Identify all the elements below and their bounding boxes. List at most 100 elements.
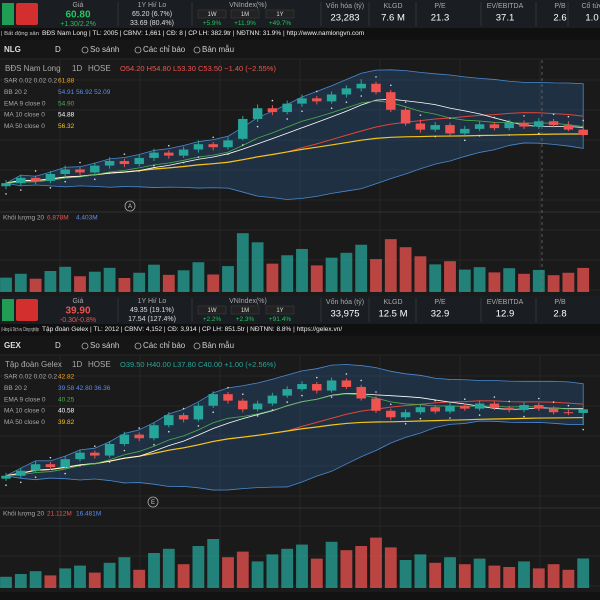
- sar-dot: [168, 430, 170, 433]
- candle-body: [193, 144, 204, 150]
- candle-body: [460, 128, 470, 134]
- sar-dot: [478, 414, 481, 416]
- candle-body: [474, 403, 485, 409]
- sar-dot: [404, 101, 407, 103]
- sar-dot: [567, 404, 570, 407]
- price-change: +1.30/2.2%: [60, 21, 96, 28]
- volume-bar: [266, 554, 279, 588]
- stat-value: 7.6 M: [381, 13, 405, 24]
- volume-bar: [429, 562, 442, 588]
- toolbar-button[interactable]: So sánh: [90, 341, 119, 350]
- toolbar-button[interactable]: Các chỉ báo: [143, 45, 186, 54]
- sar-dot: [286, 401, 289, 403]
- ohlc: O39.50 H40.00 L37.80 C40.00 +1.00 (+2.56…: [120, 360, 276, 369]
- volume-bar: [29, 571, 42, 588]
- sar-dot: [212, 136, 214, 139]
- volume-bar: [148, 553, 160, 588]
- candle-body: [519, 405, 529, 411]
- volume-bar: [236, 233, 249, 292]
- sector: | Bất động sản: [1, 31, 39, 37]
- vnindex-label: VNIndex(%): [229, 298, 267, 305]
- volume-bar: [399, 560, 412, 588]
- logo: [16, 299, 38, 321]
- volume-bar: [14, 273, 27, 292]
- toolbar-icon: [81, 46, 89, 54]
- ema9: [5, 393, 584, 477]
- toolbar-icon: [193, 46, 201, 54]
- sar-dot: [94, 178, 96, 181]
- toolbar-icon: [193, 342, 201, 350]
- volume-bar: [281, 255, 294, 292]
- sar-dot: [153, 443, 155, 446]
- volume-bar: [296, 248, 308, 292]
- candle-body: [548, 121, 559, 126]
- stat-value: 23,283: [330, 13, 359, 24]
- volume-bar: [310, 265, 323, 292]
- candle-body: [386, 92, 396, 110]
- candle-body: [371, 83, 381, 93]
- sar-dot: [153, 164, 155, 167]
- volume-bar: [266, 263, 279, 292]
- candle-body: [208, 144, 218, 148]
- volume-bar: [532, 269, 545, 292]
- volume-bar: [340, 252, 353, 292]
- toolbar-button[interactable]: So sánh: [90, 45, 119, 54]
- sar-dot: [449, 417, 451, 419]
- candle-body: [134, 434, 144, 439]
- volume-bar: [414, 554, 427, 588]
- volume-label: Khối lượng 20: [3, 509, 45, 518]
- price-change: -0.30/-0.8%: [60, 317, 96, 324]
- period: 1Y: [276, 12, 283, 18]
- indicator-value: 39.58 42.80 36.36: [58, 385, 111, 392]
- volume-bar: [162, 548, 175, 588]
- candle-body: [134, 157, 144, 165]
- chart-interval: 1D: [72, 64, 82, 73]
- volume-bar: [310, 558, 323, 588]
- toolbar-button[interactable]: Bản mẫu: [202, 341, 234, 350]
- volume-bar: [296, 544, 308, 588]
- candle-body: [430, 407, 440, 412]
- volume-bar: [207, 274, 220, 292]
- volume-bar: [562, 272, 575, 292]
- volume-bar: [88, 572, 101, 588]
- sar-dot: [256, 415, 259, 417]
- sar-dot: [508, 400, 511, 403]
- candle-body: [1, 183, 11, 187]
- volume-bar: [473, 558, 486, 588]
- chart-interval: 1D: [72, 360, 82, 369]
- sar-dot: [419, 114, 422, 116]
- candle-body: [60, 169, 70, 174]
- ema9: [5, 100, 584, 184]
- volume-bar: [370, 259, 382, 292]
- candle-body: [45, 174, 56, 181]
- candle-body: [1, 475, 11, 479]
- toolbar-button[interactable]: Bản mẫu: [202, 45, 234, 54]
- period-box: [265, 305, 295, 315]
- volume-bar: [44, 271, 57, 292]
- sar-dot: [316, 376, 318, 379]
- sar-dot: [94, 445, 96, 447]
- toolbar-button[interactable]: Các chỉ báo: [143, 341, 186, 350]
- candle-body: [282, 103, 292, 113]
- indicator-label: MA 10 close 0: [4, 408, 45, 415]
- sar-dot: [79, 161, 81, 164]
- indicator-label: SAR 0.02 0.02 0.2: [4, 374, 58, 381]
- ohlc: O54.20 H54.80 L53.30 C53.50 −1.40 (−2.55…: [120, 64, 276, 73]
- volume-bar: [355, 546, 368, 588]
- logo: [2, 299, 14, 321]
- volume-bar: [532, 568, 545, 588]
- volume-bar: [384, 239, 397, 292]
- volume-bar: [281, 548, 294, 588]
- price-label: Giá: [73, 2, 84, 9]
- volume-bar: [0, 576, 12, 588]
- indicator-label: SAR 0.02 0.02 0.2: [4, 78, 58, 85]
- volume-bar: [14, 574, 27, 588]
- candle-body: [356, 83, 366, 89]
- year-low: 17.54 (127.4%): [128, 316, 176, 323]
- volume-bar: [133, 569, 146, 588]
- sar-dot: [108, 461, 111, 463]
- sar-dot: [375, 391, 377, 393]
- candle-body: [312, 384, 322, 391]
